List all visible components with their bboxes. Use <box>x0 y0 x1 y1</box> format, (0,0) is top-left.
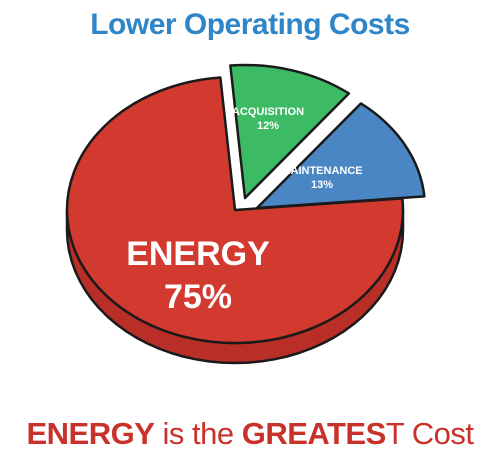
chart-title: Lower Operating Costs <box>90 8 410 41</box>
acquisition-label: ACQUISITION <box>232 106 304 118</box>
caption: ENERGY is the GREATEST Cost <box>0 416 500 452</box>
acquisition-value-label: 12% <box>257 120 279 132</box>
maintenance-label: MAINTENANCE <box>281 165 362 177</box>
caption-greatest: GREATES <box>241 416 387 451</box>
maintenance-value-label: 13% <box>311 179 333 191</box>
caption-middle: is the <box>154 416 242 451</box>
maintenance-slice <box>255 102 426 210</box>
pie-chart: ENERGY 75% ACQUISITION 12% MAINTENANCE 13% <box>65 63 426 365</box>
energy-slice <box>65 76 405 345</box>
acquisition-slice <box>229 63 351 200</box>
caption-energy: ENERGY <box>26 416 155 451</box>
energy-label: ENERGY <box>126 235 270 273</box>
caption-end: T Cost <box>385 416 474 451</box>
energy-value-label: 75% <box>164 278 232 316</box>
